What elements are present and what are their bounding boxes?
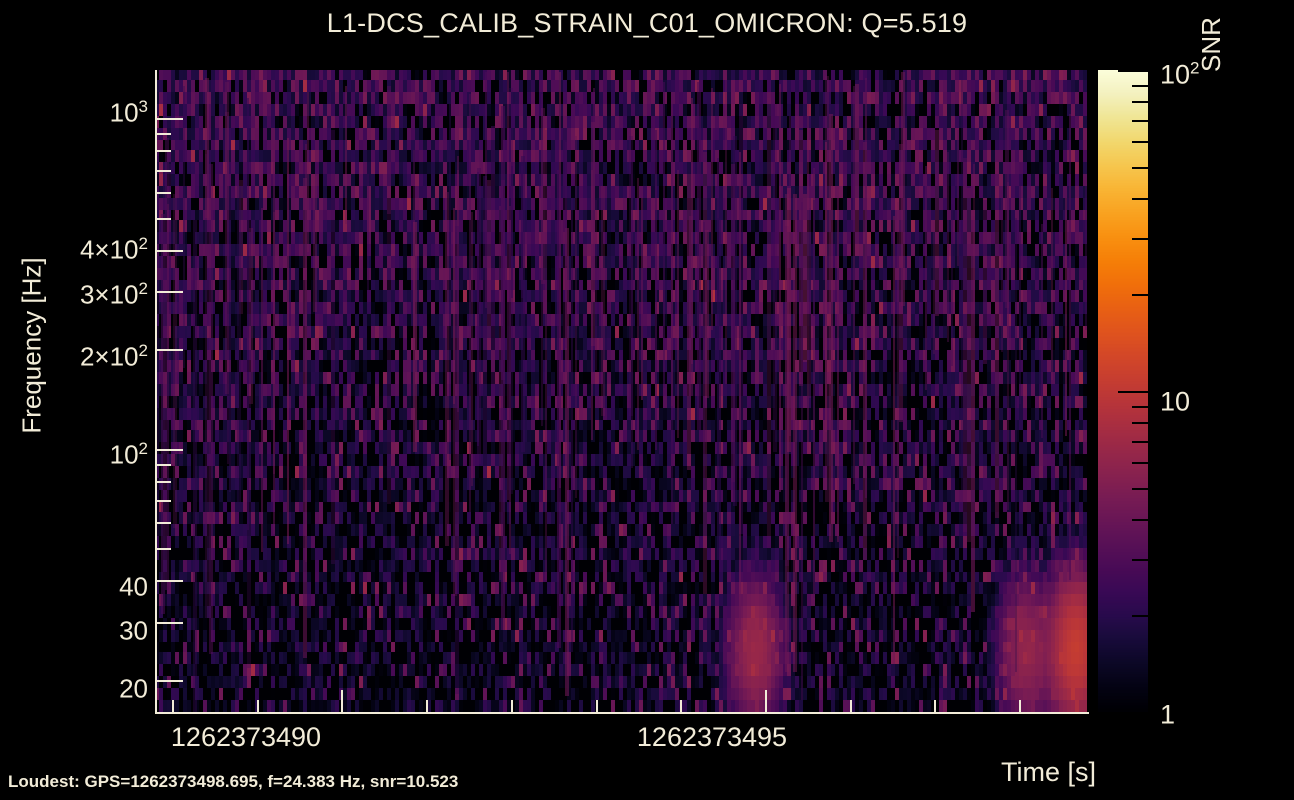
spectrogram-heatmap[interactable] bbox=[155, 70, 1087, 712]
spectrogram-canvas-wrap[interactable] bbox=[155, 70, 1087, 712]
y-tick-mark-700 bbox=[157, 170, 171, 172]
x-axis-tick-labels: 1262373490 1262373495 bbox=[0, 722, 1294, 762]
loudest-event-status: Loudest: GPS=1262373498.695, f=24.383 Hz… bbox=[8, 772, 459, 791]
snr-colorbar[interactable] bbox=[1098, 70, 1148, 714]
y-tick-mark-400 bbox=[157, 250, 183, 252]
x-tick-1262373495: 1262373495 bbox=[636, 722, 788, 752]
colorbar-tick-60 bbox=[1132, 141, 1148, 143]
y-tick-mark-200 bbox=[157, 349, 183, 351]
y-tick-mark-1000 bbox=[157, 118, 183, 120]
y-tick-mark-100 bbox=[157, 449, 183, 451]
x-axis-label: Time [s] bbox=[1000, 757, 1096, 787]
y-tick-mark-90 bbox=[157, 464, 171, 466]
colorbar-tick-10 bbox=[1118, 391, 1148, 393]
y-tick-mark-900 bbox=[157, 133, 171, 135]
x-tick-1262373490: 1262373490 bbox=[170, 722, 322, 752]
colorbar-tick-20 bbox=[1132, 294, 1148, 296]
y-tick-30: 30 bbox=[119, 615, 148, 646]
y-tick-mark-80 bbox=[157, 481, 171, 483]
y-tick-mark-500 bbox=[157, 218, 171, 220]
y-tick-40: 40 bbox=[119, 571, 148, 602]
y-tick-20: 20 bbox=[119, 673, 148, 704]
x-tick-mark-1262373491 bbox=[426, 700, 428, 712]
colorbar-tick-40 bbox=[1132, 198, 1148, 200]
colorbar-tick-80 bbox=[1132, 101, 1148, 103]
x-tick-mark-1262373490 bbox=[341, 690, 343, 712]
x-tick-mark-1262373489 bbox=[257, 700, 259, 712]
colorbar-tick-8 bbox=[1132, 422, 1148, 424]
x-tick-mark-1262373495 bbox=[765, 690, 767, 712]
x-tick-mark-1262373493 bbox=[596, 700, 598, 712]
y-tick-mark-20 bbox=[157, 680, 183, 682]
y-tick-mark-40 bbox=[157, 580, 183, 582]
y-tick-mark-800 bbox=[157, 150, 171, 152]
colorbar-tick-7 bbox=[1132, 441, 1148, 443]
colorbar-title: SNR bbox=[1196, 17, 1226, 72]
x-tick-mark-1262373498 bbox=[1019, 700, 1021, 712]
y-axis-tick-labels: 103 4×102 3×102 2×102 102 40 30 20 bbox=[0, 0, 148, 800]
y-tick-mark-300 bbox=[157, 291, 183, 293]
colorbar-tick-9 bbox=[1132, 406, 1148, 408]
colorbar-label-100: 102 bbox=[1160, 58, 1200, 90]
y-tick-mark-70 bbox=[157, 500, 171, 502]
y-tick-200: 2×102 bbox=[79, 340, 148, 372]
x-tick-mark-1262373488 bbox=[172, 700, 174, 712]
x-tick-mark-1262373494 bbox=[680, 700, 682, 712]
colorbar-label-10: 10 bbox=[1160, 386, 1191, 417]
colorbar-tick-30 bbox=[1132, 238, 1148, 240]
colorbar-tick-6 bbox=[1132, 462, 1148, 464]
colorbar-tick-3 bbox=[1132, 559, 1148, 561]
y-tick-400: 4×102 bbox=[79, 233, 148, 265]
colorbar-tick-2 bbox=[1132, 615, 1148, 617]
y-tick-100: 102 bbox=[109, 438, 148, 470]
colorbar-label-1: 1 bbox=[1160, 699, 1176, 730]
x-tick-mark-1262373496 bbox=[850, 700, 852, 712]
x-tick-mark-1262373492 bbox=[511, 700, 513, 712]
colorbar-tick-70 bbox=[1132, 120, 1148, 122]
y-tick-300: 3×102 bbox=[79, 278, 148, 310]
colorbar-tick-5 bbox=[1132, 488, 1148, 490]
x-tick-mark-1262373497 bbox=[934, 700, 936, 712]
colorbar-tick-4 bbox=[1132, 519, 1148, 521]
y-tick-1000: 103 bbox=[109, 96, 148, 128]
y-tick-mark-600 bbox=[157, 192, 171, 194]
y-tick-mark-50 bbox=[157, 548, 171, 550]
colorbar-tick-100 bbox=[1118, 70, 1148, 72]
colorbar-tick-90 bbox=[1132, 85, 1148, 87]
colorbar-tick-1 bbox=[1118, 712, 1148, 714]
y-tick-mark-30 bbox=[157, 622, 183, 624]
page-title: L1-DCS_CALIB_STRAIN_C01_OMICRON: Q=5.519 bbox=[326, 8, 968, 38]
colorbar-tick-50 bbox=[1132, 167, 1148, 169]
y-tick-mark-60 bbox=[157, 522, 171, 524]
